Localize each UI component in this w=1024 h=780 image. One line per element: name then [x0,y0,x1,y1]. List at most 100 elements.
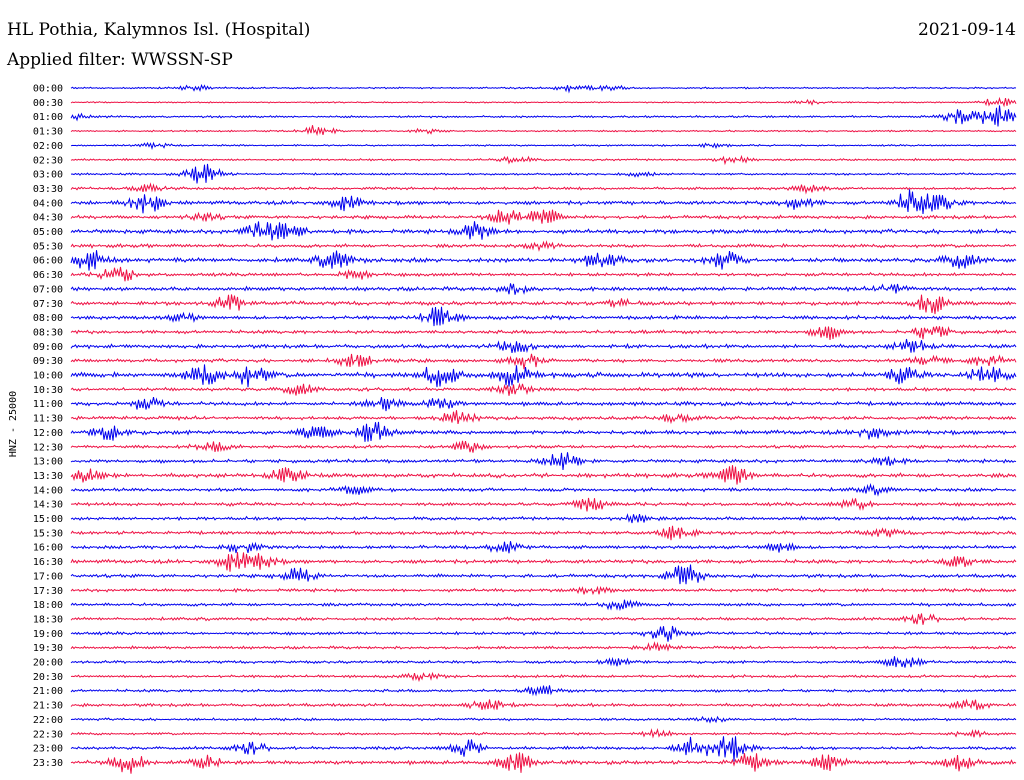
time-tick-label: 20:00 [33,658,63,669]
trace-line [70,83,1017,94]
trace-line [70,410,1017,425]
trace-line [70,440,1017,453]
record-date: 2021-09-14 [917,20,1016,40]
trace-line [70,294,1017,315]
time-tick-label: 16:00 [33,543,63,554]
trace-line [70,209,1017,225]
station-title: HL Pothia, Kalymnos Isl. (Hospital) [7,20,311,40]
time-tick-label: 22:30 [33,729,63,740]
time-tick-label: 09:30 [33,356,63,367]
trace-line [70,752,1017,774]
trace-line [70,685,1017,697]
trace-line [70,266,1017,282]
trace-line [70,182,1017,195]
trace-line [70,727,1017,739]
time-tick-label: 17:00 [33,571,63,582]
trace-line [70,221,1017,241]
trace-line [70,125,1017,137]
time-tick-label: 11:00 [33,399,63,410]
filter-label: Applied filter: WWSSN-SP [7,50,233,70]
trace-line [70,452,1017,470]
time-tick-label: 14:30 [33,500,63,511]
time-tick-label: 19:00 [33,629,63,640]
time-tick-label: 10:30 [33,385,63,396]
time-tick-label: 22:00 [33,715,63,726]
trace-line [70,96,1017,108]
trace-line [70,154,1017,166]
time-tick-label: 06:30 [33,270,63,281]
trace-line [70,306,1017,327]
time-tick-label: 05:30 [33,241,63,252]
time-tick-label: 18:30 [33,614,63,625]
trace-line [70,625,1017,642]
y-axis-label: HNZ - 25000 [8,391,19,457]
time-tick-label: 08:00 [33,313,63,324]
trace-line [70,613,1017,625]
time-tick-label: 18:00 [33,600,63,611]
trace-line [70,564,1017,585]
trace-line [70,250,1017,271]
trace-line [70,421,1017,442]
trace-line [70,338,1017,354]
trace-line [70,656,1017,668]
time-tick-label: 11:30 [33,414,63,425]
trace-line [70,141,1017,150]
trace-group [70,83,1017,774]
trace-line [70,482,1017,497]
time-tick-label: 13:00 [33,457,63,468]
time-tick-label: 03:00 [33,170,63,181]
time-tick-label: 21:00 [33,686,63,697]
time-tick-label: 19:30 [33,643,63,654]
time-tick-label: 03:30 [33,184,63,195]
time-tick-label: 23:00 [33,744,63,755]
trace-line [70,585,1017,596]
time-tick-label: 02:00 [33,141,63,152]
time-tick-label: 14:00 [33,485,63,496]
time-tick-label: 01:00 [33,112,63,123]
trace-line [70,465,1017,485]
trace-line [70,513,1017,524]
trace-line [70,736,1017,762]
trace-line [70,599,1017,612]
time-tick-label: 01:30 [33,127,63,138]
time-tick-label: 02:30 [33,155,63,166]
trace-line [70,163,1017,184]
trace-line [70,497,1017,512]
time-tick-label: 15:00 [33,514,63,525]
trace-line [70,671,1017,683]
tick-label-group: 00:00 00:30 01:00 01:30 02:00 02:30 03:00 03:30… [33,84,63,769]
trace-line [70,641,1017,652]
time-tick-label: 16:30 [33,557,63,568]
trace-line [70,105,1017,127]
trace-line [70,189,1017,215]
time-tick-label: 04:30 [33,213,63,224]
time-tick-label: 00:30 [33,98,63,109]
trace-line [70,240,1017,252]
time-tick-label: 20:30 [33,672,63,683]
time-tick-label: 21:30 [33,701,63,712]
trace-line [70,525,1017,541]
trace-line [70,382,1017,396]
trace-line [70,326,1017,341]
time-tick-label: 12:30 [33,442,63,453]
time-tick-label: 12:00 [33,428,63,439]
time-tick-label: 15:30 [33,528,63,539]
time-tick-label: 07:00 [33,284,63,295]
trace-line [70,715,1017,724]
trace-line [70,552,1017,572]
time-tick-label: 10:00 [33,371,63,382]
trace-line [70,283,1017,295]
time-tick-label: 06:00 [33,256,63,267]
trace-line [70,698,1017,711]
time-tick-label: 23:30 [33,758,63,769]
time-tick-label: 00:00 [33,84,63,95]
time-tick-label: 08:30 [33,327,63,338]
time-tick-label: 05:00 [33,227,63,238]
time-tick-label: 04:00 [33,198,63,209]
time-tick-label: 07:30 [33,299,63,310]
time-tick-label: 17:30 [33,586,63,597]
trace-line [70,541,1017,554]
trace-line [70,364,1017,388]
time-tick-label: 09:00 [33,342,63,353]
